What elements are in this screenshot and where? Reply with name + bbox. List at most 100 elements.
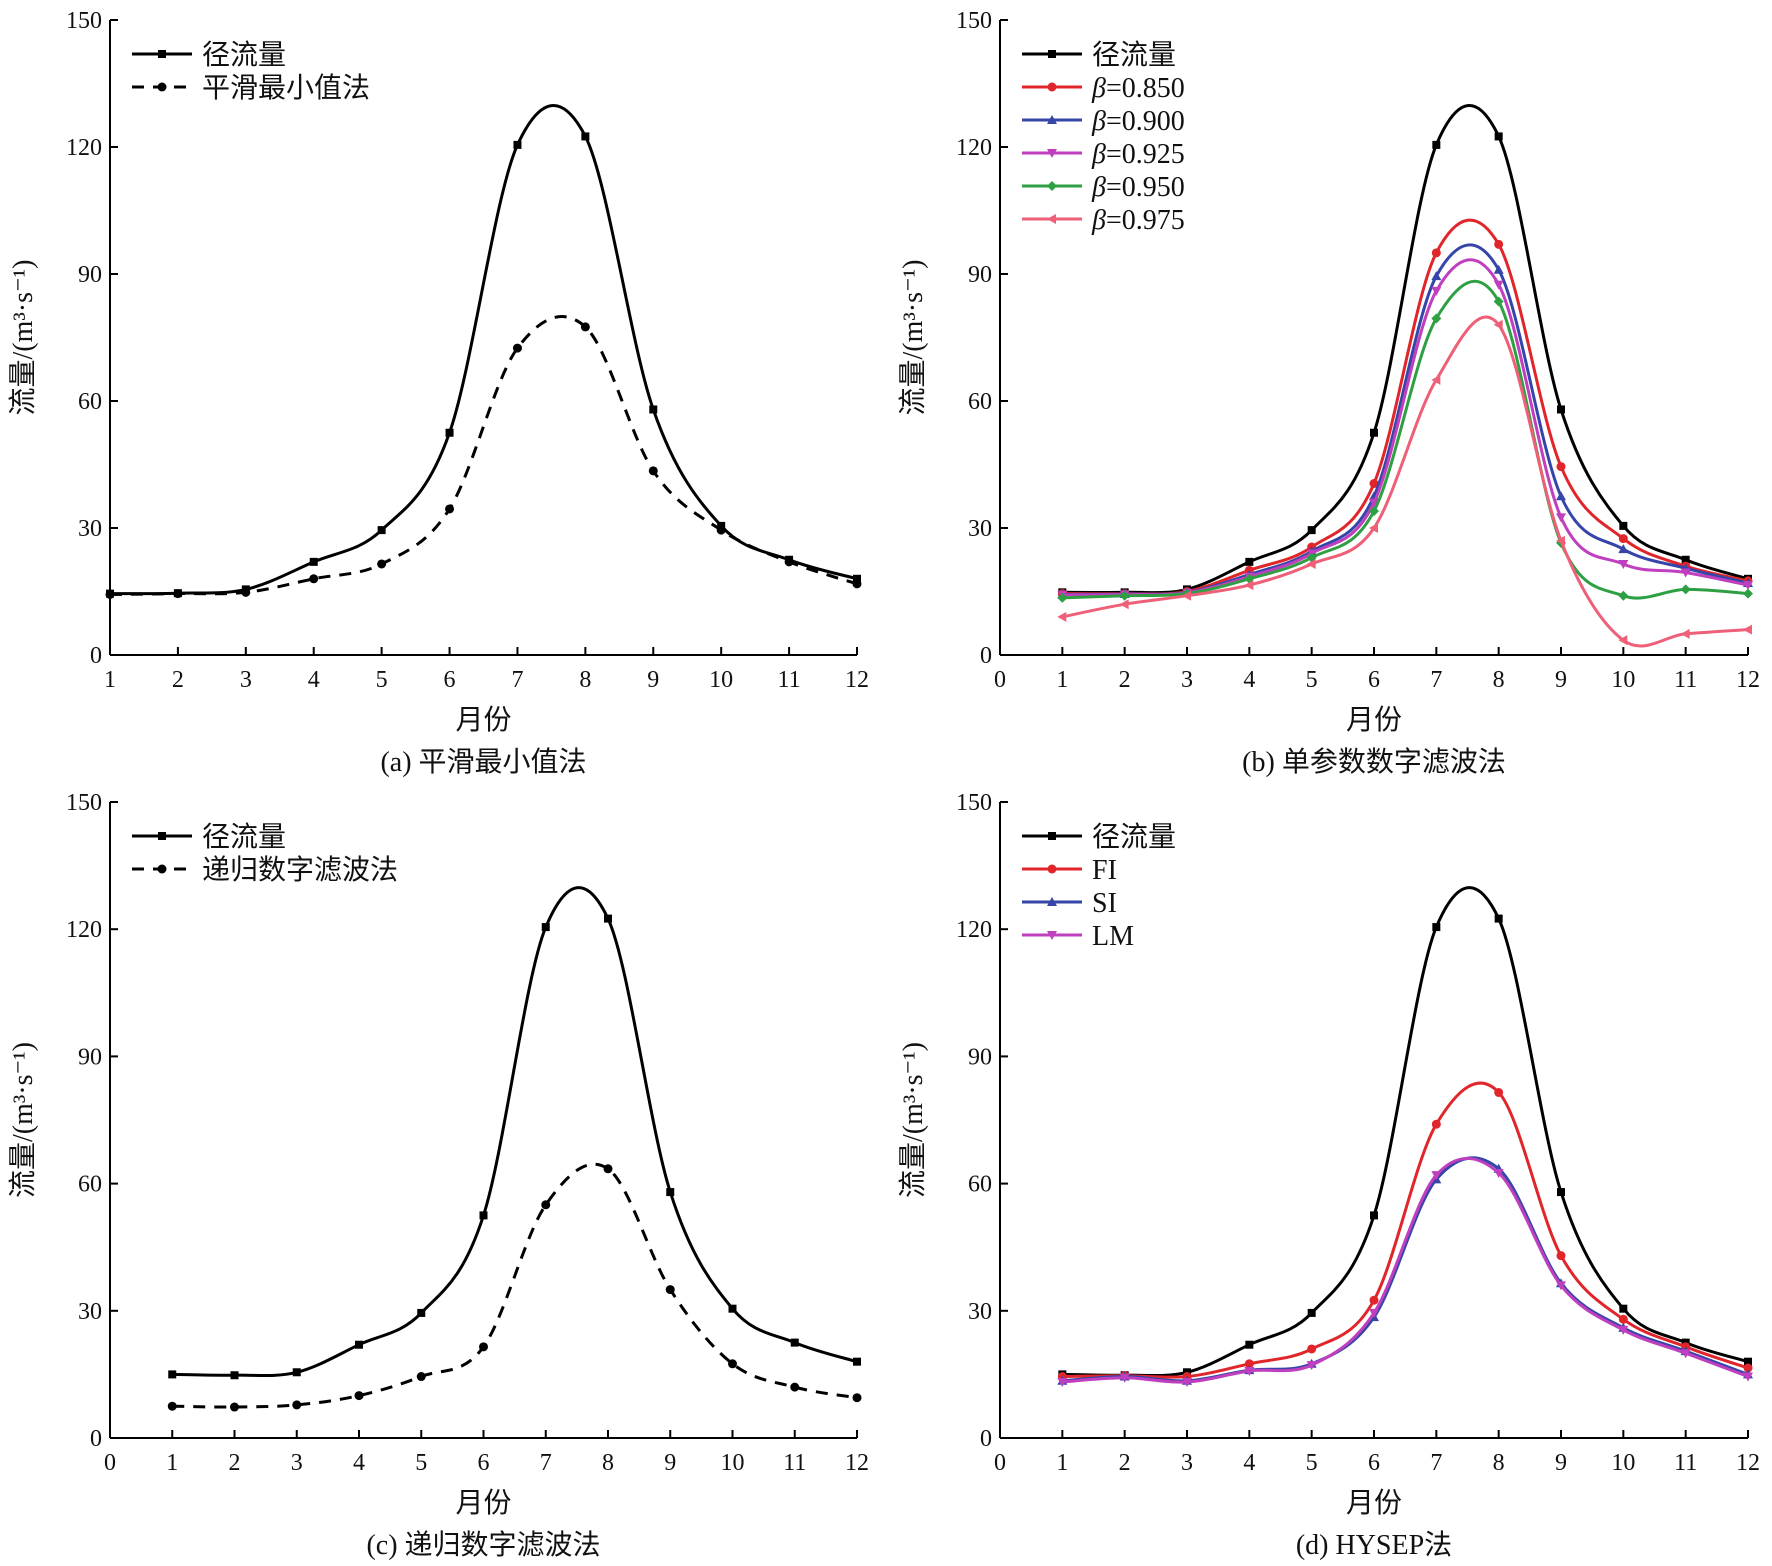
- x-tick: 4: [308, 647, 320, 693]
- series-line: [1062, 104, 1749, 595]
- y-tick: 0: [980, 1426, 1008, 1452]
- data-point: [167, 1401, 177, 1411]
- data-point: [716, 525, 726, 535]
- x-tick: 4: [1243, 1430, 1255, 1476]
- legend-label: 径流量: [1092, 821, 1176, 853]
- x-tick-label: 2: [1119, 667, 1131, 693]
- data-point: [581, 132, 590, 141]
- x-tick-label: 11: [778, 667, 801, 693]
- y-axis-title: 流量/(m³·s⁻¹): [897, 260, 929, 416]
- y-tick-label: 60: [78, 1172, 102, 1198]
- series-line: [1062, 886, 1749, 1378]
- x-tick-label: 4: [353, 1450, 365, 1476]
- y-tick: 120: [956, 917, 1008, 943]
- y-tick: 30: [968, 1299, 1008, 1325]
- x-tick: 6: [478, 1430, 490, 1476]
- data-point: [1618, 559, 1629, 569]
- y-tick: 30: [78, 516, 118, 542]
- y-tick: 0: [90, 1426, 118, 1452]
- y-tick-label: 90: [968, 1044, 992, 1070]
- legend-item: β=0.975: [1022, 205, 1185, 236]
- legend-label: β=0.925: [1091, 139, 1185, 170]
- legend-marker: [157, 864, 167, 874]
- data-point: [1431, 1171, 1442, 1181]
- y-tick-label: 120: [956, 135, 992, 161]
- x-tick-label: 3: [1181, 667, 1193, 693]
- legend-beta: β: [1091, 106, 1106, 137]
- data-point: [603, 1164, 613, 1174]
- y-tick-label: 150: [956, 790, 992, 816]
- data-point: [1306, 1361, 1317, 1371]
- y-tick: 0: [980, 643, 1008, 669]
- series-2: [167, 1162, 862, 1412]
- y-tick-label: 0: [90, 1426, 102, 1452]
- x-tick-label: 9: [664, 1450, 676, 1476]
- y-tick: 150: [956, 790, 1008, 816]
- series-line: [1062, 1156, 1749, 1383]
- series-6: [1057, 315, 1752, 648]
- data-point: [1182, 1378, 1192, 1388]
- y-tick-label: 0: [980, 1426, 992, 1452]
- data-point: [1431, 286, 1442, 296]
- chart-panel-2: 0 1 2 3 4 5 6 7 8 9 10 11 120306090120150月份流量/(m³·s⁻…: [897, 8, 1760, 778]
- x-tick: 2: [229, 1430, 241, 1476]
- y-tick: 90: [968, 1044, 1008, 1070]
- legend-value: =0.900: [1106, 106, 1185, 137]
- x-tick-label: 2: [172, 667, 184, 693]
- data-point: [1307, 526, 1316, 535]
- data-point: [1307, 1344, 1317, 1354]
- data-point: [541, 923, 550, 932]
- x-tick-label: 4: [1243, 667, 1255, 693]
- x-tick: 0: [104, 1430, 116, 1476]
- legend-item: β=0.950: [1022, 172, 1185, 203]
- x-tick: 8: [602, 1430, 614, 1476]
- data-point: [1370, 428, 1378, 437]
- data-point: [648, 466, 658, 476]
- y-tick-label: 30: [78, 516, 102, 542]
- series-line: [1062, 1157, 1749, 1384]
- x-tick: 7: [511, 647, 523, 693]
- x-tick-label: 7: [1430, 1450, 1442, 1476]
- data-point: [105, 589, 115, 599]
- data-point: [1494, 1087, 1504, 1097]
- data-point: [513, 140, 522, 149]
- data-point: [377, 559, 387, 569]
- data-point: [1244, 580, 1254, 591]
- data-point: [1743, 624, 1752, 635]
- data-point: [1680, 584, 1691, 595]
- data-point: [1369, 1295, 1379, 1305]
- data-point: [1743, 1363, 1753, 1373]
- data-point: [1431, 374, 1441, 385]
- y-tick: 30: [78, 1299, 118, 1325]
- data-point: [1557, 405, 1565, 414]
- data-point: [1680, 1349, 1691, 1359]
- legend-value: =0.975: [1106, 205, 1185, 236]
- series-line: [1062, 1081, 1749, 1379]
- data-point: [416, 1372, 426, 1382]
- data-point: [853, 1357, 861, 1366]
- data-point: [1493, 319, 1503, 330]
- y-tick-label: 60: [968, 389, 992, 415]
- legend-label: β=0.900: [1091, 106, 1185, 137]
- legend-marker: [1047, 181, 1057, 191]
- y-tick: 120: [66, 135, 118, 161]
- x-tick: 1: [1056, 1430, 1068, 1476]
- data-point: [1493, 296, 1504, 307]
- data-point: [1057, 1378, 1068, 1388]
- x-tick: 2: [1119, 1430, 1131, 1476]
- x-tick-label: 3: [291, 1450, 303, 1476]
- x-tick-label: 7: [1430, 667, 1442, 693]
- series-line: [172, 886, 858, 1378]
- data-point: [1431, 248, 1441, 258]
- legend-beta: β: [1091, 172, 1106, 203]
- x-tick: 10: [1611, 1430, 1635, 1476]
- y-tick-label: 0: [90, 643, 102, 669]
- y-tick-label: 120: [956, 917, 992, 943]
- x-tick-label: 1: [1056, 1450, 1068, 1476]
- legend-item: FI: [1022, 855, 1117, 886]
- x-tick-label: 1: [1056, 667, 1068, 693]
- x-tick-label: 11: [783, 1450, 806, 1476]
- data-point: [1369, 523, 1378, 533]
- x-tick-label: 0: [104, 1450, 116, 1476]
- x-tick-label: 5: [415, 1450, 427, 1476]
